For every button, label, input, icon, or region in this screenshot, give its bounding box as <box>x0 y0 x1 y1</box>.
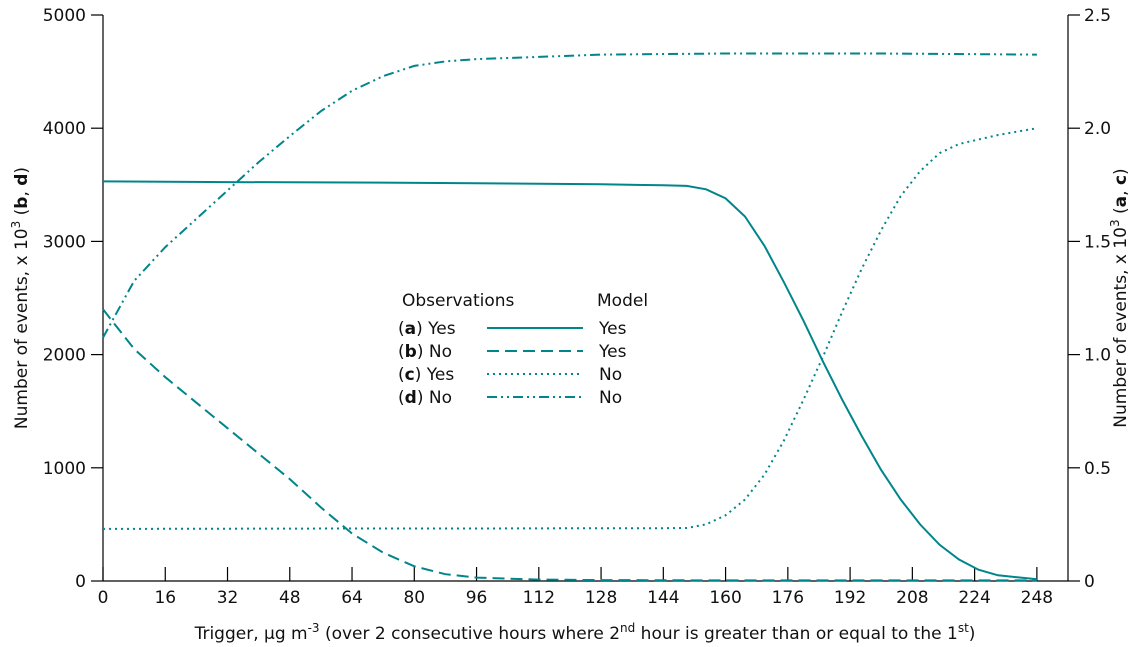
x-axis-title: Trigger, µg m-3 (over 2 consecutive hour… <box>194 621 976 644</box>
series-line-b <box>102 308 1037 582</box>
legend-entry-label: (d) No <box>398 388 452 408</box>
left-y-tick-label: 0 <box>75 572 86 592</box>
x-tick-label: 160 <box>709 588 741 608</box>
chart-axes <box>102 15 1069 582</box>
legend-entry-label: (a) Yes <box>398 319 456 339</box>
legend-entry-model: No <box>599 365 622 385</box>
left-y-tick-label: 2000 <box>43 346 86 366</box>
left-y-tick-label: 3000 <box>43 232 86 252</box>
x-tick-label: 224 <box>958 588 990 608</box>
left-y-axis-title: Number of events, x 103 (b, d) <box>9 167 32 429</box>
x-tick-label: 176 <box>772 588 804 608</box>
legend-entry-label: (b) No <box>398 342 452 362</box>
x-tick-label: 80 <box>403 588 425 608</box>
right-y-tick-label: 2.5 <box>1084 6 1111 26</box>
x-tick-label: 48 <box>279 588 301 608</box>
legend: Observations Model (a) Yes Yes (b) No Yes (c) … <box>398 291 648 408</box>
x-tick-label: 96 <box>466 588 488 608</box>
x-tick-label: 144 <box>647 588 679 608</box>
x-tick-label: 192 <box>834 588 866 608</box>
left-y-tick-label: 1000 <box>43 459 86 479</box>
left-y-tick-label: 4000 <box>43 119 86 139</box>
right-y-tick-label: 2.0 <box>1084 119 1111 139</box>
tick-group: 0 16 32 48 64 80 96 112 128 144 160 176 192 208 224 248… <box>43 6 1111 608</box>
left-y-tick-label: 5000 <box>43 6 86 26</box>
series-line-a <box>102 180 1037 581</box>
x-tick-label: 112 <box>523 588 555 608</box>
series-line-d <box>102 52 1037 339</box>
legend-entry-label: (c) Yes <box>398 365 454 385</box>
legend-entry-model: Yes <box>598 319 627 339</box>
x-tick-label: 0 <box>98 588 109 608</box>
x-tick-label: 32 <box>217 588 239 608</box>
x-tick-label: 16 <box>154 588 176 608</box>
right-y-tick-label: 1.0 <box>1084 346 1111 366</box>
legend-header-observations: Observations <box>402 291 515 311</box>
right-y-tick-label: 0 <box>1084 572 1095 592</box>
x-tick-label: 128 <box>585 588 617 608</box>
right-y-axis-title: Number of events, x 103 (a, c) <box>1108 168 1131 427</box>
series-group <box>102 52 1038 582</box>
legend-entry-model: Yes <box>598 342 627 362</box>
legend-header-model: Model <box>597 291 648 311</box>
right-y-tick-label: 1.5 <box>1084 232 1111 252</box>
x-tick-label: 208 <box>896 588 928 608</box>
x-tick-label: 64 <box>341 588 363 608</box>
x-tick-label: 248 <box>1021 588 1053 608</box>
right-y-tick-label: 0.5 <box>1084 459 1111 479</box>
legend-entry-model: No <box>599 388 622 408</box>
